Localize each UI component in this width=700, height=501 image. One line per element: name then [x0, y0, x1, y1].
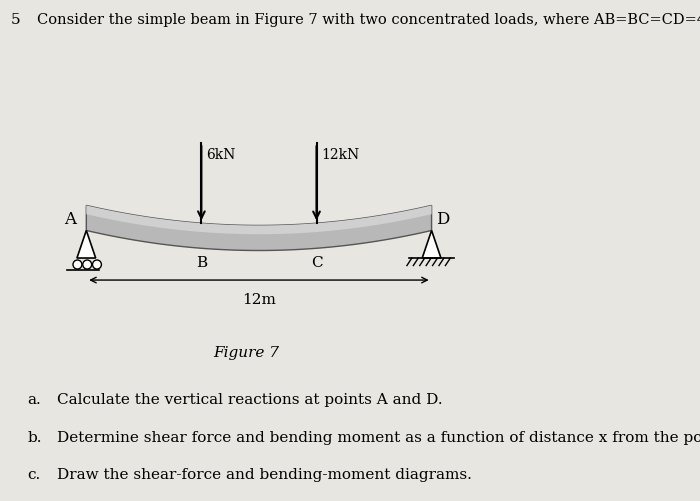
- Text: 12kN: 12kN: [321, 148, 360, 162]
- Text: B: B: [196, 256, 207, 270]
- Polygon shape: [77, 230, 96, 258]
- Text: C: C: [311, 256, 322, 270]
- Text: 5: 5: [11, 13, 20, 27]
- Circle shape: [73, 260, 82, 269]
- Text: b.: b.: [27, 431, 41, 445]
- Text: Draw the shear-force and bending-moment diagrams.: Draw the shear-force and bending-moment …: [57, 468, 472, 482]
- Text: A: A: [64, 211, 76, 228]
- Text: Consider the simple beam in Figure 7 with two concentrated loads, where AB=BC=CD: Consider the simple beam in Figure 7 wit…: [37, 13, 700, 27]
- Polygon shape: [422, 230, 441, 258]
- Circle shape: [92, 260, 102, 269]
- Text: Determine shear force and bending moment as a function of distance x from the po: Determine shear force and bending moment…: [57, 431, 700, 445]
- Text: D: D: [437, 211, 450, 228]
- Polygon shape: [86, 205, 432, 234]
- Text: 6kN: 6kN: [206, 148, 236, 162]
- Circle shape: [83, 260, 92, 269]
- Text: 12m: 12m: [242, 293, 276, 307]
- Text: Figure 7: Figure 7: [214, 346, 279, 360]
- Text: c.: c.: [27, 468, 41, 482]
- Polygon shape: [86, 205, 432, 250]
- Text: Calculate the vertical reactions at points A and D.: Calculate the vertical reactions at poin…: [57, 393, 442, 407]
- Text: a.: a.: [27, 393, 41, 407]
